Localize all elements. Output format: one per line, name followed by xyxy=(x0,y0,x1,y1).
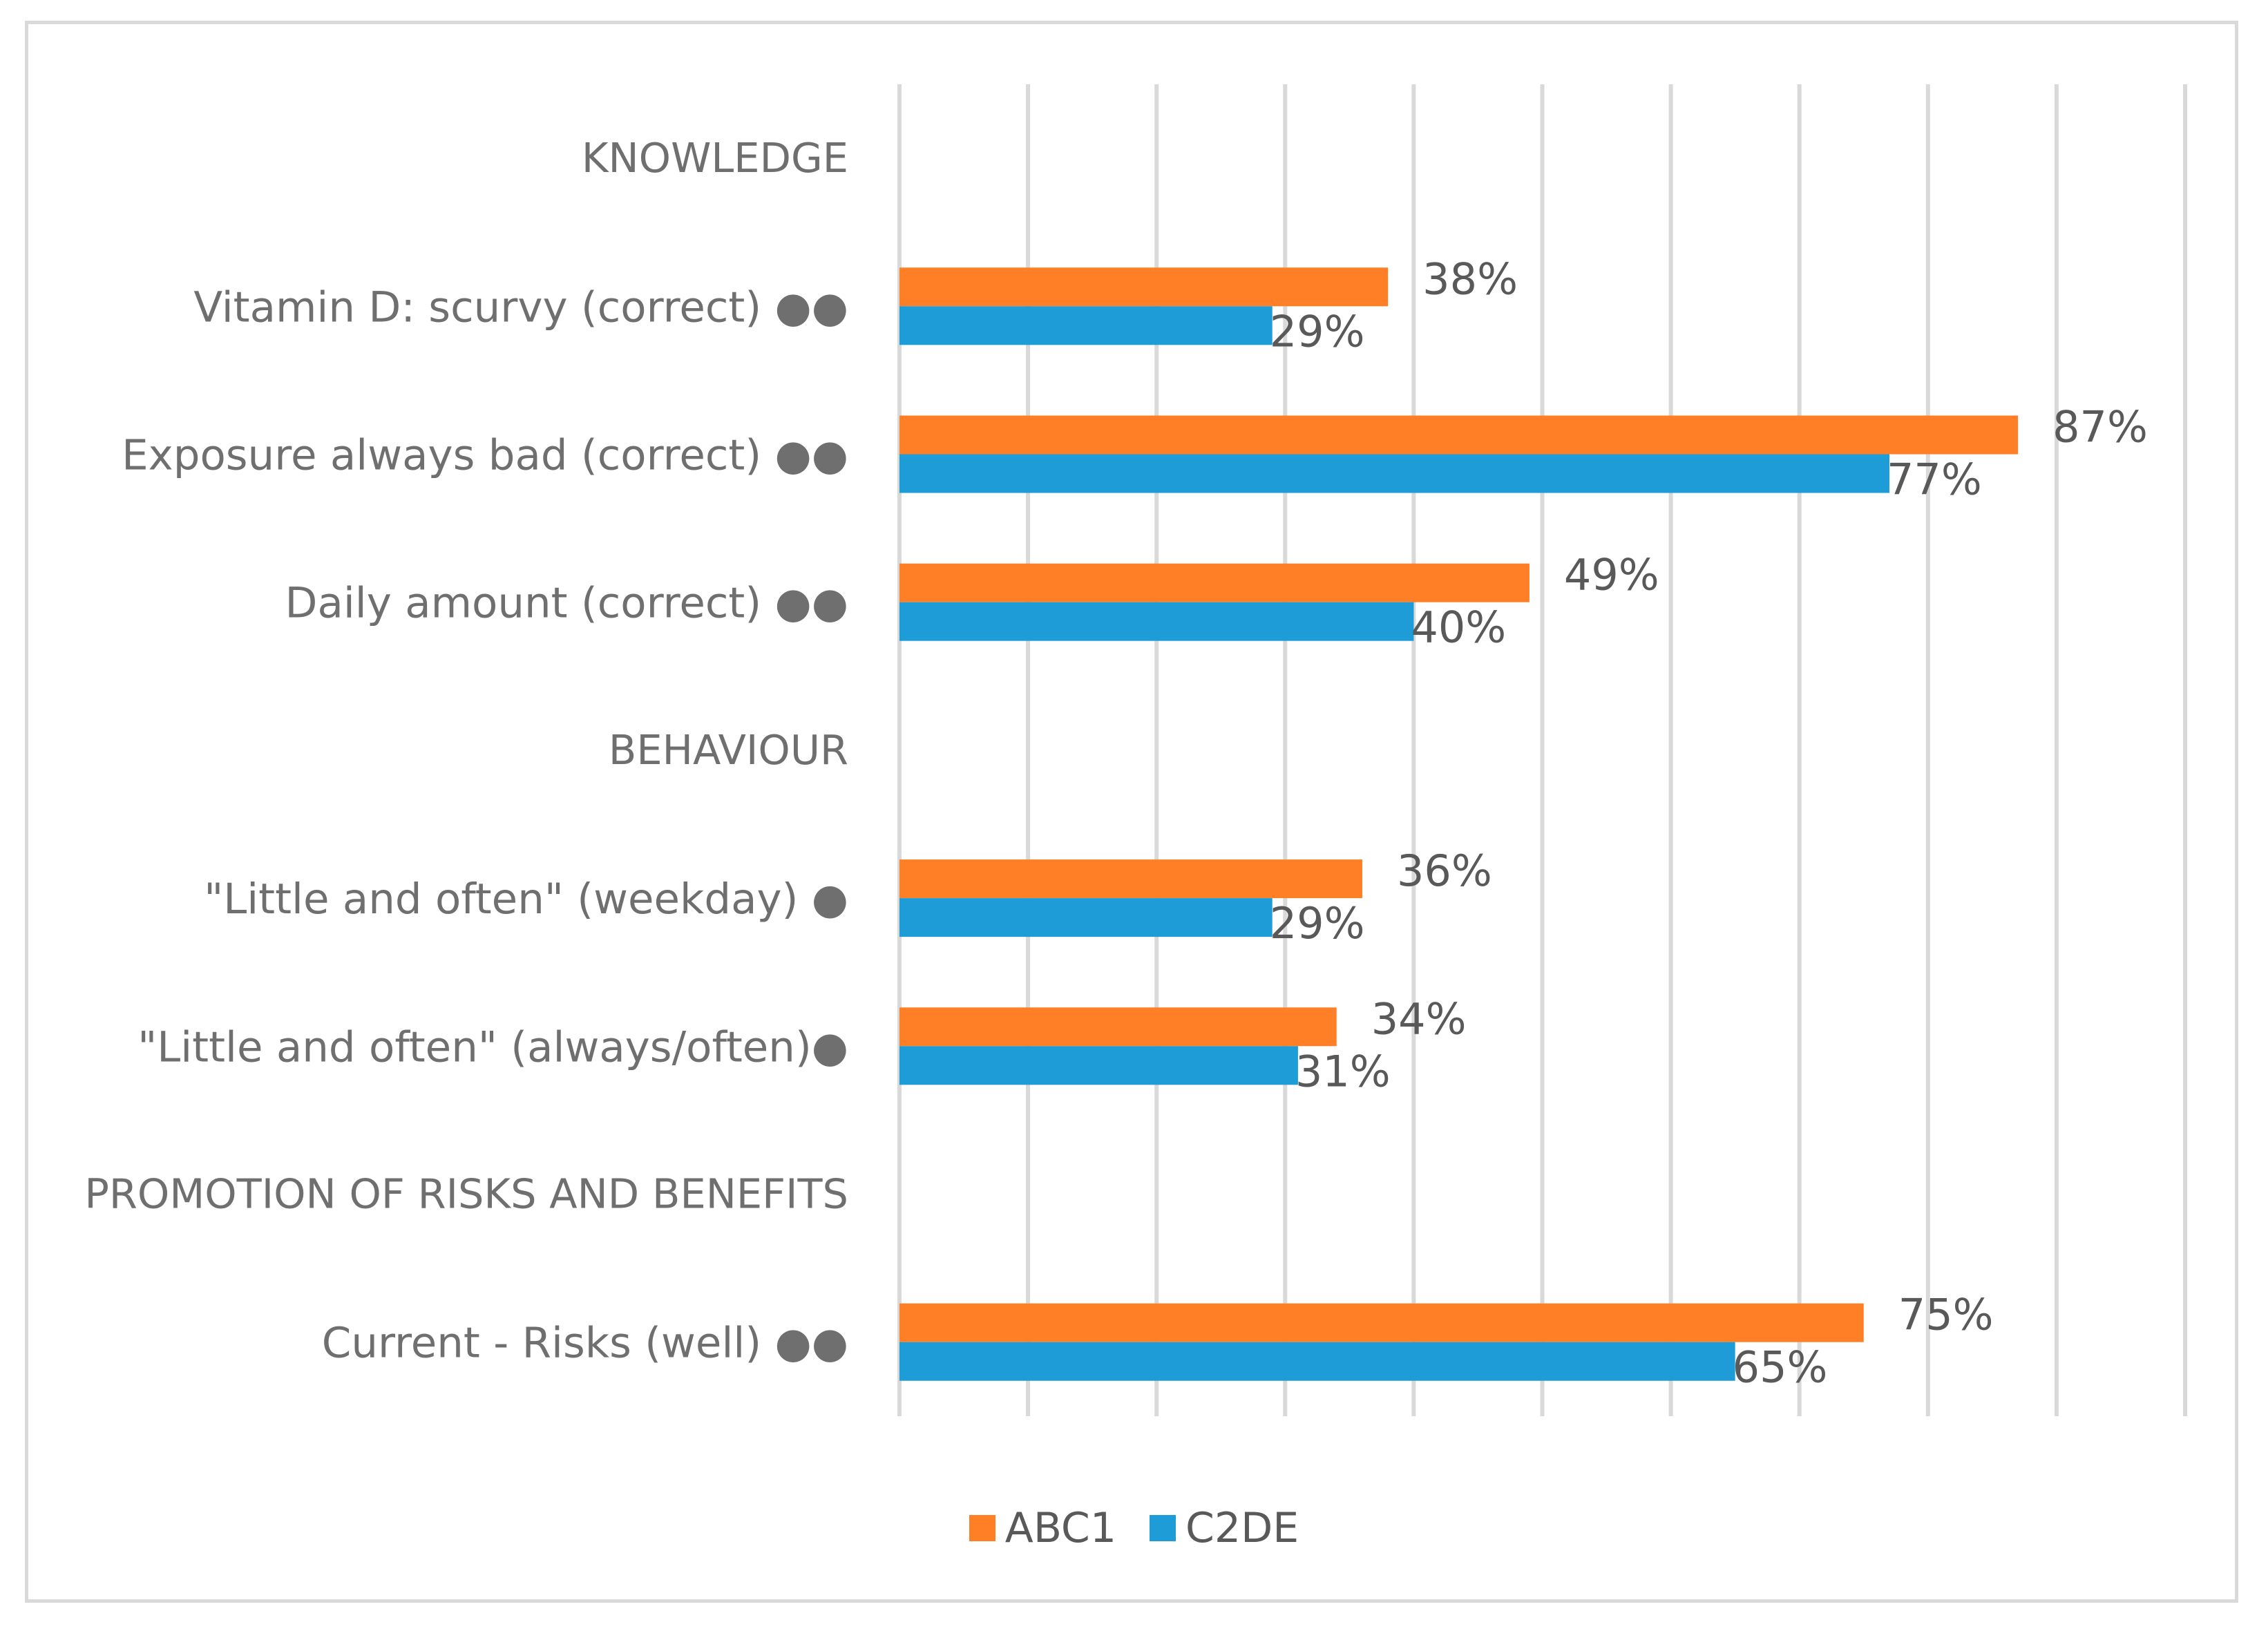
bar-c2de xyxy=(899,898,1273,937)
data-label-c2de: 31% xyxy=(1295,1046,1391,1096)
bar-c2de xyxy=(899,306,1273,345)
section-label: KNOWLEDGE xyxy=(582,134,848,182)
data-label-abc1: 34% xyxy=(1371,993,1467,1044)
bar-abc1 xyxy=(899,1303,1864,1342)
category-label: "Little and often" (weekday) ● xyxy=(204,875,848,924)
data-label-c2de: 40% xyxy=(1411,602,1506,653)
category-label: "Little and often" (always/often)● xyxy=(137,1022,848,1071)
legend-item-c2de[interactable]: C2DE xyxy=(1150,1504,1299,1552)
bar-c2de xyxy=(899,1342,1735,1381)
data-label-abc1: 38% xyxy=(1422,254,1518,304)
category-label: Exposure always bad (correct) ●● xyxy=(122,431,848,480)
legend-swatch-c2de xyxy=(1150,1515,1176,1541)
section-label: BEHAVIOUR xyxy=(609,726,848,774)
data-label-c2de: 29% xyxy=(1270,898,1365,949)
bar-c2de xyxy=(899,454,1889,493)
data-label-abc1: 49% xyxy=(1564,550,1659,600)
data-label-c2de: 77% xyxy=(1887,455,1982,505)
data-label-c2de: 65% xyxy=(1733,1342,1828,1393)
bar-abc1 xyxy=(899,1007,1337,1047)
data-label-abc1: 75% xyxy=(1898,1290,1994,1340)
data-label-c2de: 29% xyxy=(1270,306,1365,356)
data-label-abc1: 87% xyxy=(2052,402,2148,452)
bar-abc1 xyxy=(899,563,1530,602)
legend: ABC1 C2DE xyxy=(0,1501,2268,1556)
bar-abc1 xyxy=(899,415,2019,455)
legend-swatch-abc1 xyxy=(969,1515,995,1541)
category-label: Vitamin D: scurvy (correct) ●● xyxy=(193,283,848,332)
bar-c2de xyxy=(899,602,1414,641)
legend-label-abc1: ABC1 xyxy=(1004,1504,1117,1552)
legend-item-abc1[interactable]: ABC1 xyxy=(969,1504,1116,1552)
legend-label-c2de: C2DE xyxy=(1185,1504,1299,1552)
bar-abc1 xyxy=(899,859,1362,899)
category-label: Current - Risks (well) ●● xyxy=(322,1319,848,1368)
bar-abc1 xyxy=(899,267,1389,307)
bar-c2de xyxy=(899,1046,1298,1085)
data-label-abc1: 36% xyxy=(1397,846,1492,896)
section-label: PROMOTION OF RISKS AND BENEFITS xyxy=(84,1170,848,1218)
category-label: Daily amount (correct) ●● xyxy=(285,579,848,628)
